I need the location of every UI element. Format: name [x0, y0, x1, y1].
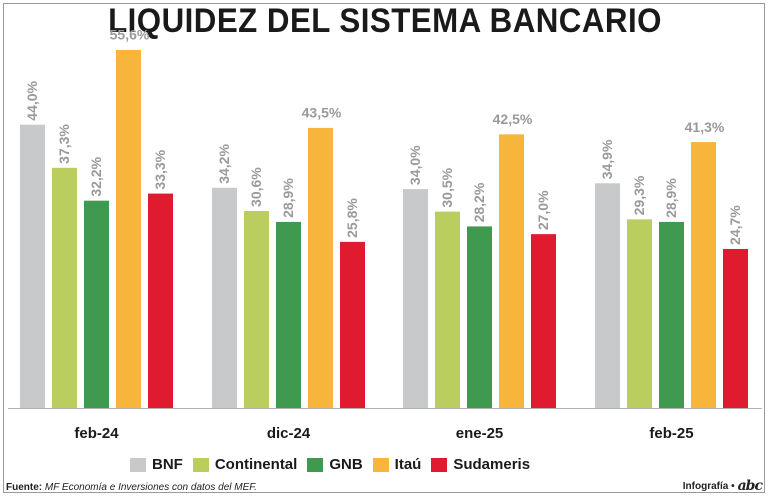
- legend-label: BNF: [152, 456, 183, 473]
- data-label: 42,5%: [493, 111, 533, 127]
- data-label: 30,6%: [248, 167, 264, 207]
- category-label: feb-24: [74, 425, 119, 442]
- legend-label: Itaú: [394, 456, 422, 473]
- data-label: 34,0%: [407, 145, 423, 185]
- data-label: 44,0%: [24, 80, 40, 120]
- legend-swatch: [307, 457, 324, 472]
- bar-ita-feb-25: [691, 142, 716, 408]
- data-label: 25,8%: [344, 198, 360, 238]
- category-label: dic-24: [267, 425, 311, 442]
- category-label: feb-25: [649, 425, 693, 442]
- chart-title: LIQUIDEZ DEL SISTEMA BANCARIO: [108, 2, 662, 40]
- legend-swatch: [192, 457, 209, 472]
- data-label: 28,9%: [280, 178, 296, 218]
- bar-ita-feb-24: [116, 50, 141, 408]
- legend-item-sudameris: Sudameris: [431, 456, 530, 473]
- bar-gnb-feb-25: [659, 221, 684, 408]
- bar-sudameris-dic-24: [340, 241, 365, 408]
- abc-logo: abc: [737, 478, 763, 494]
- legend-item-continental: Continental: [192, 456, 298, 473]
- data-label: 27,0%: [535, 190, 551, 230]
- bar-bnf-dic-24: [212, 187, 237, 408]
- data-label: 24,7%: [727, 205, 743, 245]
- legend-label: GNB: [329, 456, 363, 473]
- legend: BNF Continental GNB Itaú Sudameris: [130, 456, 530, 473]
- bar-gnb-dic-24: [276, 221, 301, 408]
- legend-item-gnb: GNB: [307, 456, 363, 473]
- data-label: 34,2%: [216, 144, 232, 184]
- data-label: 30,5%: [439, 167, 455, 207]
- legend-label: Sudameris: [453, 456, 531, 473]
- bar-ita-dic-24: [308, 127, 333, 409]
- data-label: 34,9%: [599, 139, 615, 179]
- data-label: 37,3%: [56, 124, 72, 164]
- source-text: MF Economía e Inversiones con datos del …: [44, 482, 257, 493]
- bar-gnb-ene-25: [467, 226, 492, 408]
- source-label: Fuente:: [6, 482, 43, 493]
- bar-sudameris-feb-24: [148, 193, 173, 408]
- bar-continental-feb-25: [627, 219, 652, 408]
- credit-text: Infografía •: [682, 480, 735, 492]
- data-label: 55,6%: [110, 27, 150, 43]
- data-label: 43,5%: [302, 105, 342, 121]
- category-label: ene-25: [456, 425, 504, 442]
- credit: Infografía • abc: [682, 478, 763, 494]
- source-note: Fuente: MF Economía e Inversiones con da…: [6, 482, 257, 493]
- bar-continental-dic-24: [244, 210, 269, 408]
- bar-ita-ene-25: [499, 134, 524, 408]
- bar-sudameris-feb-25: [723, 248, 748, 408]
- bar-gnb-feb-24: [84, 200, 109, 408]
- data-label: 41,3%: [685, 119, 725, 135]
- data-label: 33,3%: [152, 149, 168, 189]
- legend-swatch: [372, 457, 389, 472]
- legend-label: Continental: [214, 456, 298, 473]
- bar-bnf-feb-25: [595, 183, 620, 408]
- bar-continental-feb-24: [52, 167, 77, 408]
- legend-item-bnf: BNF: [130, 456, 183, 473]
- data-label: 29,3%: [631, 175, 647, 215]
- data-label: 28,9%: [663, 178, 679, 218]
- chart-frame: [3, 3, 765, 493]
- bar-continental-ene-25: [435, 211, 460, 408]
- data-label: 28,2%: [471, 182, 487, 222]
- legend-swatch: [431, 457, 448, 472]
- legend-item-ita: Itaú: [372, 456, 422, 473]
- bar-bnf-feb-24: [20, 124, 45, 409]
- bar-bnf-ene-25: [403, 189, 428, 408]
- legend-swatch: [130, 457, 146, 472]
- data-label: 32,2%: [88, 156, 104, 196]
- bar-sudameris-ene-25: [531, 234, 556, 408]
